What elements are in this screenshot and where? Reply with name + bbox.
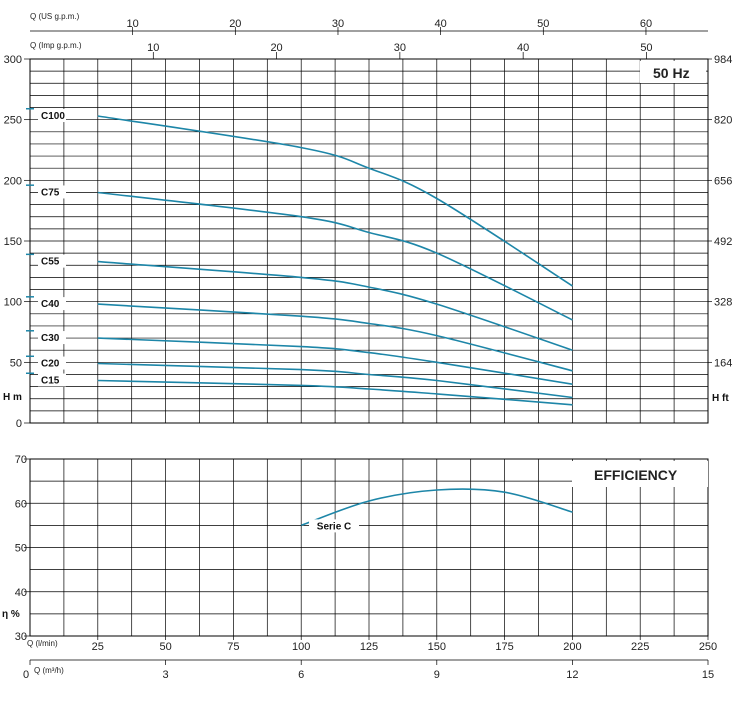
top-axis-us-label: Q (US g.p.m.) (30, 12, 80, 21)
eff-chart-title: EFFICIENCY (594, 467, 678, 483)
curve-c30-label: C30 (41, 333, 60, 344)
x-axis-m3h-tick-label: 9 (434, 669, 440, 681)
eff-y-tick-label: 30 (15, 631, 27, 643)
x-axis-lmin-tick-label: 75 (227, 641, 239, 653)
curve-c30-label-bg (38, 331, 66, 345)
head-curves: C100 C75 C55 C40 C30 C20 C15 (26, 107, 573, 406)
eff-y-tick-label: 70 (15, 454, 27, 466)
head-y-axis-label: H m (3, 392, 22, 403)
x-axis-m3h-tick-label: 0 (23, 669, 29, 681)
top-axis-us-tick-label: 40 (435, 18, 447, 30)
curve-c15-label: C15 (41, 376, 60, 387)
head-right-tick-label: 328 (714, 297, 732, 309)
eff-title-box (572, 461, 708, 487)
top-axis-imp-tick-label: 10 (147, 42, 159, 54)
curve-c100 (97, 115, 573, 287)
curve-c100-label: C100 (41, 111, 65, 122)
top-axis-us-tick-label: 20 (229, 18, 241, 30)
head-y-tick-label: 100 (4, 297, 22, 309)
x-axis-m3h-tick-label: 6 (298, 669, 304, 681)
top-axis-imp-tick-label: 30 (394, 42, 406, 54)
curve-c100-label-bg (38, 109, 66, 123)
head-y-tick-label: 50 (10, 357, 22, 369)
x-axis-lmin-tick-label: 100 (292, 641, 310, 653)
curve-c75 (97, 191, 573, 321)
curve-c30 (97, 337, 573, 385)
curve-c40-label-bg (38, 297, 66, 311)
x-axis-lmin-tick-label: 50 (159, 641, 171, 653)
x-axis-m3h-tick-label: 3 (163, 669, 169, 681)
curve-c15 (97, 379, 573, 406)
top-axis-imp-tick-label: 20 (270, 42, 282, 54)
x-axis-lmin-tick-label: 175 (495, 641, 513, 653)
efficiency-curves: Serie C (300, 488, 573, 533)
curve-c40 (97, 303, 573, 372)
curve-c20-label-bg (38, 356, 66, 370)
curve-c55-label: C55 (41, 257, 60, 268)
top-axis-us-tick-label: 50 (537, 18, 549, 30)
head-right-tick-label: 164 (714, 357, 732, 369)
x-axis-m3h-tick-label: 12 (566, 669, 578, 681)
x-axis-lmin-label: Q (l/min) (27, 639, 58, 648)
curve-c40-label: C40 (41, 299, 60, 310)
head-chart-title: 50 Hz (653, 65, 690, 81)
curve-serie-c-label: Serie C (317, 521, 351, 532)
eff-y-tick-label: 40 (15, 587, 27, 599)
head-title-box (640, 61, 706, 83)
head-y-tick-label: 250 (4, 115, 22, 127)
x-axis-lmin-tick-label: 125 (360, 641, 378, 653)
curve-serie-c-label-bg (309, 519, 360, 533)
top-axis-imp-tick-label: 50 (640, 42, 652, 54)
top-axis-us-tick-label: 30 (332, 18, 344, 30)
x-axis-lmin-tick-label: 25 (92, 641, 104, 653)
eff-y-tick-label: 60 (15, 498, 27, 510)
x-axis-m3h-tick-label: 15 (702, 669, 714, 681)
head-right-tick-label: 820 (714, 115, 732, 127)
top-axis-imp-tick-label: 40 (517, 42, 529, 54)
curve-c75-label-bg (38, 185, 66, 199)
curve-c55-label-bg (38, 254, 66, 268)
head-y-tick-label: 0 (16, 418, 22, 430)
head-y-tick-label: 150 (4, 236, 22, 248)
head-right-axis-label: H ft (712, 393, 729, 404)
eff-y-tick-label: 50 (15, 543, 27, 555)
head-right-tick-label: 984 (714, 54, 732, 66)
curve-c20-label: C20 (41, 359, 60, 370)
curve-c20 (97, 362, 573, 399)
curve-c55 (97, 260, 573, 351)
curve-serie-c (300, 488, 573, 527)
chart-labels: Q (US g.p.m.) Q (Imp g.p.m.) 50 Hz H m H… (2, 12, 729, 675)
head-right-tick-label: 656 (714, 175, 732, 187)
top-axis-us-tick-label: 60 (640, 18, 652, 30)
curve-c75-label: C75 (41, 187, 60, 198)
x-axis-lmin-tick-label: 250 (699, 641, 717, 653)
curve-c15-label-bg (38, 373, 66, 387)
top-axis-imp-label: Q (Imp g.p.m.) (30, 41, 82, 50)
head-y-tick-label: 200 (4, 175, 22, 187)
head-chart-grid: 0 50 100 150 200 250 300 164 328 492 656 820 984 10 20… (4, 18, 733, 430)
top-axis-us-tick-label: 10 (127, 18, 139, 30)
head-y-tick-label: 300 (4, 54, 22, 66)
x-axis-lmin-tick-label: 225 (631, 641, 649, 653)
x-axis-lmin-tick-label: 150 (428, 641, 446, 653)
head-right-tick-label: 492 (714, 236, 732, 248)
x-axis-lmin-tick-label: 200 (563, 641, 581, 653)
efficiency-chart-grid: 30 40 50 60 70 25 50 75 100 125 150 175 200 225 250 0 3 6… (15, 454, 717, 681)
x-axis-m3h-label: Q (m³/h) (34, 666, 64, 675)
eff-y-axis-label: η % (2, 609, 20, 620)
